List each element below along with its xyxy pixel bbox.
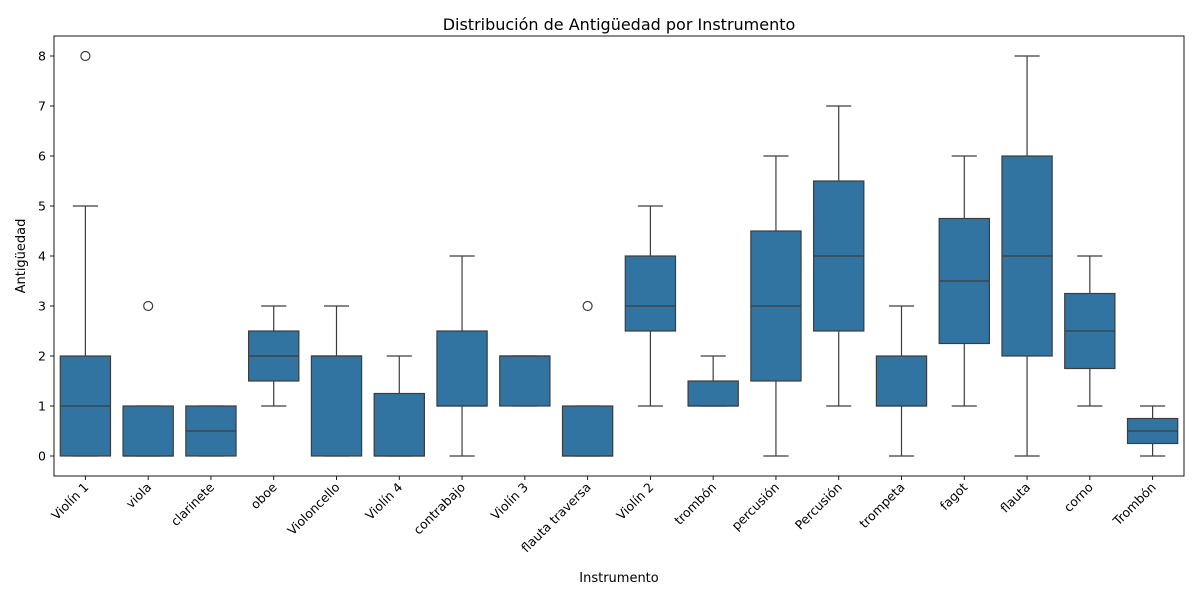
outlier-group [80, 50, 593, 312]
box-group [59, 55, 1179, 457]
x-tick-label: corno [1061, 480, 1096, 515]
y-tick-label: 7 [38, 99, 46, 114]
box-11 [687, 355, 739, 407]
box-body [436, 330, 488, 407]
x-tick-label: flauta [997, 480, 1033, 516]
y-tick-label: 3 [38, 299, 46, 314]
x-tick-label: oboe [247, 479, 280, 512]
x-tick-label: Violín 3 [488, 480, 531, 523]
box-7 [436, 255, 488, 457]
y-tick-label: 4 [38, 249, 46, 264]
x-tick-label: Violín 4 [362, 479, 405, 522]
y-tick-label: 6 [38, 149, 46, 164]
box-8 [499, 355, 551, 407]
box-body [310, 355, 363, 457]
box-body [561, 405, 614, 457]
box-10 [624, 205, 677, 407]
y-tick-label: 1 [38, 399, 46, 414]
x-tick-label: Violoncello [284, 480, 342, 538]
outlier-point [80, 50, 91, 62]
box-17 [1064, 255, 1116, 407]
x-tick-label: Violín 2 [613, 480, 656, 523]
x-tick-label: Percusión [792, 480, 845, 533]
box-18 [1126, 405, 1179, 457]
box-body [875, 355, 928, 407]
box-9 [561, 405, 614, 457]
x-tick-label: viola [123, 480, 155, 512]
x-tick-label: fagot [937, 479, 971, 513]
x-axis: Violín 1 viola clarinete oboe Violoncello Vio… [48, 476, 1159, 555]
x-tick-label: trompeta [856, 480, 907, 531]
x-tick-label: Violín 1 [48, 480, 91, 523]
box-5 [310, 305, 363, 457]
box-body [624, 255, 677, 332]
box-body [499, 355, 551, 407]
y-tick-label: 8 [38, 49, 46, 64]
box-body [687, 380, 739, 407]
outlier-point [143, 300, 154, 312]
x-axis-label: Instrumento [579, 571, 659, 586]
plot-area [59, 50, 1179, 457]
x-tick-label: Trombón [1109, 480, 1158, 529]
x-tick-label: clarinete [168, 479, 218, 529]
y-tick-label: 5 [38, 199, 46, 214]
box-6 [373, 355, 425, 457]
box-2 [122, 405, 174, 457]
x-tick-label: contrabajo [410, 480, 468, 538]
x-tick-label: trombón [671, 480, 719, 528]
x-tick-label: percusión [728, 480, 782, 534]
box-3 [185, 405, 237, 457]
box-15 [938, 155, 990, 407]
box-body [122, 405, 174, 457]
box-14 [875, 305, 928, 457]
y-tick-label: 2 [38, 349, 46, 364]
chart-title: Distribución de Antigüedad por Instrumen… [443, 15, 796, 34]
box-13 [813, 105, 865, 407]
outlier-point [582, 300, 593, 312]
box-12 [750, 155, 802, 457]
y-tick-label: 0 [38, 449, 46, 464]
box-body [373, 392, 425, 457]
y-axis: 0 1 2 3 4 5 6 7 8 [38, 49, 54, 464]
box-1 [59, 205, 112, 457]
box-4 [248, 305, 300, 407]
box-16 [1001, 55, 1053, 457]
y-axis-label: Antigüedad [14, 219, 29, 294]
